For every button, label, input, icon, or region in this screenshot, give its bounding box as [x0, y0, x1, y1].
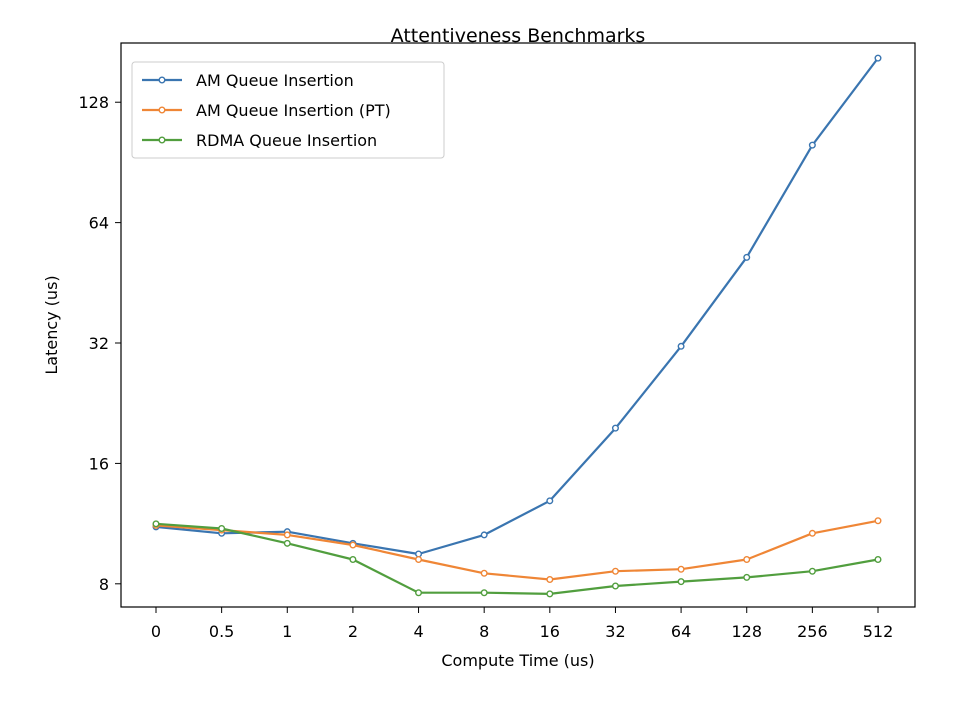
data-point	[874, 54, 882, 62]
data-point	[874, 517, 882, 525]
data-point	[283, 539, 291, 547]
data-point	[808, 529, 816, 537]
data-point	[218, 524, 226, 532]
x-tick-label: 0.5	[209, 622, 234, 641]
y-axis-label: Latency (us)	[42, 275, 61, 374]
data-point	[283, 531, 291, 539]
data-point	[743, 253, 751, 261]
x-tick-label: 512	[863, 622, 894, 641]
x-axis-label: Compute Time (us)	[441, 651, 594, 670]
data-point	[546, 497, 554, 505]
x-tick-label: 32	[605, 622, 625, 641]
y-tick-label: 32	[89, 334, 109, 353]
x-tick-label: 64	[671, 622, 691, 641]
data-point	[349, 556, 357, 564]
data-point	[480, 531, 488, 539]
series-layer	[152, 54, 882, 598]
y-tick-label: 8	[99, 575, 109, 594]
legend-marker	[158, 76, 166, 84]
legend-label: AM Queue Insertion (PT)	[196, 101, 391, 120]
data-point	[743, 573, 751, 581]
data-point	[874, 556, 882, 564]
x-tick-label: 2	[348, 622, 358, 641]
x-tick-label: 0	[151, 622, 161, 641]
x-tick-label: 1	[282, 622, 292, 641]
legend: AM Queue Insertion AM Queue Insertion (PT…	[131, 61, 445, 159]
legend-box	[131, 61, 445, 159]
data-point	[152, 520, 160, 528]
data-point	[546, 590, 554, 598]
data-point	[611, 567, 619, 575]
data-point	[808, 141, 816, 149]
series-line	[155, 519, 879, 581]
x-axis: 0 0.5 1 2 4 8 16 32 64 128 256 512	[151, 607, 893, 641]
x-tick-label: 8	[479, 622, 489, 641]
data-point	[677, 342, 685, 350]
data-point	[611, 582, 619, 590]
data-point	[808, 567, 816, 575]
data-point	[480, 589, 488, 597]
series-line	[155, 522, 879, 596]
legend-marker	[158, 136, 166, 144]
data-point	[415, 556, 423, 564]
data-point	[677, 565, 685, 573]
data-point	[611, 424, 619, 432]
y-tick-label: 64	[89, 214, 109, 233]
y-tick-label: 128	[78, 93, 109, 112]
y-axis: 8 16 32 64 128	[78, 93, 121, 594]
legend-marker	[158, 106, 166, 114]
legend-label: RDMA Queue Insertion	[196, 131, 377, 150]
data-point	[415, 589, 423, 597]
data-point	[743, 556, 751, 564]
data-point	[546, 576, 554, 584]
series-line	[155, 57, 879, 556]
data-point	[480, 569, 488, 577]
series-1	[152, 517, 882, 584]
data-point	[349, 541, 357, 549]
x-tick-label: 256	[797, 622, 828, 641]
legend-label: AM Queue Insertion	[196, 71, 354, 90]
data-point	[677, 578, 685, 586]
x-tick-label: 128	[731, 622, 762, 641]
x-tick-label: 4	[413, 622, 423, 641]
chart-title: Attentiveness Benchmarks	[391, 25, 646, 47]
x-tick-label: 16	[540, 622, 560, 641]
data-point	[415, 550, 423, 558]
y-tick-label: 16	[89, 454, 109, 473]
plot-frame	[120, 42, 916, 608]
series-2	[152, 520, 882, 598]
